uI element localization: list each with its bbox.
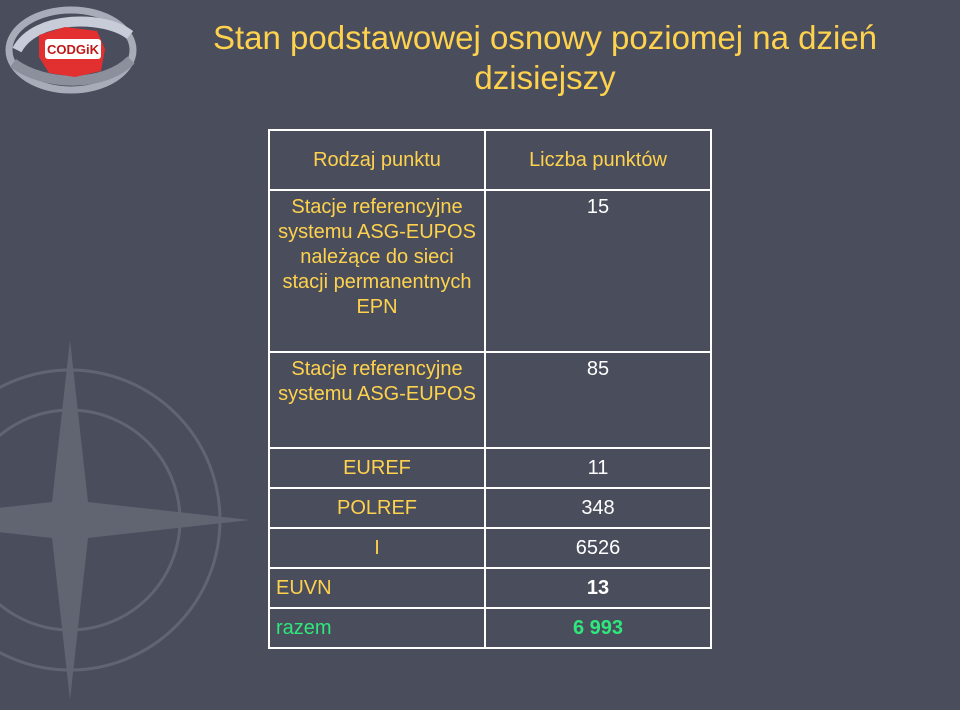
row-count: 13 [484, 567, 712, 609]
row-count: 11 [484, 447, 712, 489]
table-row: EUVN 13 [268, 567, 712, 609]
table-row: POLREF 348 [268, 487, 712, 529]
row-type: POLREF [268, 487, 486, 529]
total-label: razem [268, 607, 486, 649]
codgik-logo-icon: CODGiK [5, 6, 137, 94]
table-row: Stacje referencyjne systemu ASG-EUPOS na… [268, 189, 712, 353]
row-type: Stacje referencyjne systemu ASG-EUPOS [268, 351, 486, 449]
compass-rose-icon [0, 340, 250, 700]
row-type: EUVN [268, 567, 486, 609]
header-count: Liczba punktów [484, 129, 712, 191]
row-count: 6526 [484, 527, 712, 569]
logo-text: CODGiK [47, 42, 100, 57]
table-row: EUREF 11 [268, 447, 712, 489]
points-table: Rodzaj punktu Liczba punktów Stacje refe… [268, 129, 712, 649]
table-total-row: razem 6 993 [268, 607, 712, 649]
header-type: Rodzaj punktu [268, 129, 486, 191]
row-type: EUREF [268, 447, 486, 489]
table-row: I 6526 [268, 527, 712, 569]
row-count: 348 [484, 487, 712, 529]
table-header-row: Rodzaj punktu Liczba punktów [268, 129, 712, 191]
total-value: 6 993 [484, 607, 712, 649]
table-row: Stacje referencyjne systemu ASG-EUPOS 85 [268, 351, 712, 449]
page-title: Stan podstawowej osnowy poziomej na dzie… [212, 19, 878, 96]
row-count: 15 [484, 189, 712, 353]
row-type: Stacje referencyjne systemu ASG-EUPOS na… [268, 189, 486, 353]
row-type: I [268, 527, 486, 569]
row-count: 85 [484, 351, 712, 449]
